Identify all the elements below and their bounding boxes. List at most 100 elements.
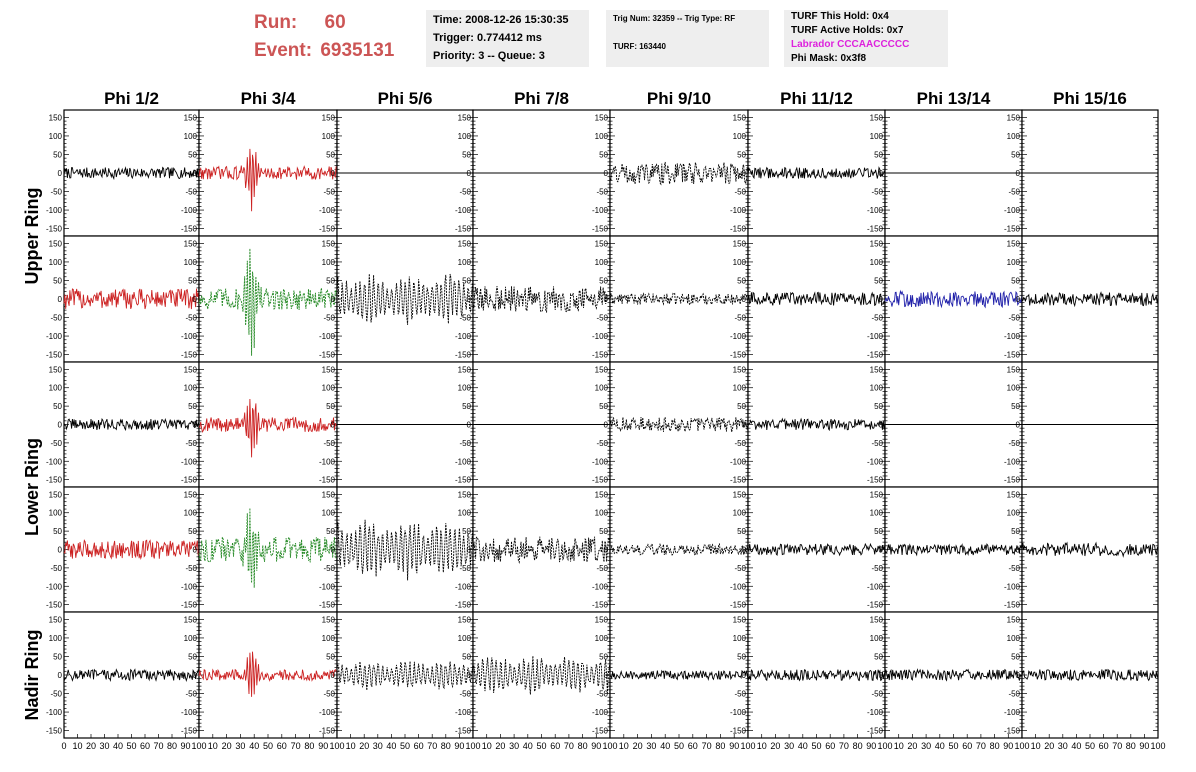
waveform-trace — [198, 148, 338, 212]
y-tick-label: 100 — [1007, 634, 1021, 643]
y-tick-label: -100 — [319, 457, 336, 466]
y-tick-label: 0 — [604, 169, 609, 178]
x-tick-label: 20 — [495, 741, 505, 751]
y-tick-label: 150 — [458, 490, 472, 499]
waveform-panel: -150 -100 -50 0 50 100 150 — [455, 361, 611, 488]
y-tick-label: 150 — [595, 615, 609, 624]
waveform-panel: -150 -100 -50 0 50 100 150 — [730, 235, 886, 363]
column-header: Phi 7/8 — [514, 89, 569, 108]
x-tick-label: 90 — [591, 741, 601, 751]
y-tick-label: 50 — [737, 276, 746, 285]
y-tick-label: 100 — [49, 258, 63, 267]
y-tick-label: -150 — [181, 351, 198, 360]
y-tick-label: 0 — [1016, 671, 1021, 680]
x-tick-label: 60 — [1099, 741, 1109, 751]
y-tick-label: -150 — [455, 351, 472, 360]
y-tick-label: -50 — [50, 690, 62, 699]
x-tick-label: 80 — [715, 741, 725, 751]
y-tick-label: 50 — [737, 652, 746, 661]
y-tick-label: 150 — [1007, 239, 1021, 248]
y-tick-label: 50 — [737, 150, 746, 159]
x-tick-label: 70 — [1112, 741, 1122, 751]
x-tick-label: 60 — [962, 741, 972, 751]
y-tick-label: 0 — [193, 295, 198, 304]
y-tick-label: -150 — [867, 727, 884, 736]
y-tick-label: 0 — [879, 671, 884, 680]
y-tick-label: 50 — [326, 150, 335, 159]
x-tick-label: 50 — [536, 741, 546, 751]
y-tick-label: -150 — [592, 476, 609, 485]
y-tick-label: 50 — [326, 402, 335, 411]
y-tick-label: -100 — [730, 582, 747, 591]
waveform-trace — [884, 289, 1023, 309]
y-tick-label: 100 — [458, 509, 472, 518]
waveform-panel: -150 -100 -50 0 50 100 150 — [455, 109, 611, 237]
y-tick-label: 50 — [599, 527, 608, 536]
x-tick-label: 60 — [688, 741, 698, 751]
y-tick-label: -100 — [592, 332, 609, 341]
y-tick-label: -50 — [871, 690, 883, 699]
waveform-panel: -150 -100 -50 0 50 100 150 — [592, 611, 749, 739]
y-tick-label: -150 — [1004, 601, 1021, 610]
waveform-panel: -150 -100 -50 0 50 100 150 — [592, 109, 749, 237]
y-tick-label: -50 — [185, 314, 197, 323]
x-tick-label: 10 — [894, 741, 904, 751]
y-tick-label: -100 — [730, 206, 747, 215]
y-tick-label: 0 — [879, 546, 884, 555]
y-tick-label: -50 — [1008, 690, 1020, 699]
y-tick-label: 0 — [1016, 169, 1021, 178]
y-tick-label: 50 — [326, 527, 335, 536]
x-tick-label: 40 — [249, 741, 259, 751]
x-tick-label: 10 — [208, 741, 218, 751]
y-tick-label: 50 — [53, 150, 62, 159]
x-tick-label: 90 — [318, 741, 328, 751]
x-tick-label: 80 — [990, 741, 1000, 751]
waveform-panel: -150 -100 -50 0 50 100 150 — [730, 486, 886, 613]
y-tick-label: 150 — [1007, 615, 1021, 624]
y-tick-label: -100 — [867, 457, 884, 466]
y-tick-label: 50 — [874, 652, 883, 661]
y-tick-label: 50 — [188, 652, 197, 661]
waveform-trace — [609, 161, 749, 186]
y-tick-label: -50 — [871, 188, 883, 197]
column-header: Phi 15/16 — [1053, 89, 1127, 108]
y-tick-label: -150 — [592, 601, 609, 610]
y-tick-label: 100 — [458, 384, 472, 393]
trig-num-text: Trig Num: 32359 -- Trig Type: RF — [613, 14, 736, 23]
labrador-text: Labrador CCCAACCCCC — [791, 39, 910, 50]
x-tick-label: 70 — [291, 741, 301, 751]
x-tick-label: 20 — [633, 741, 643, 751]
column-header: Phi 5/6 — [378, 89, 433, 108]
y-tick-label: -100 — [592, 708, 609, 717]
x-tick-label: 100 — [1150, 741, 1165, 751]
turf-active-text: TURF Active Holds: 0x7 — [791, 25, 904, 36]
x-tick-label: 50 — [674, 741, 684, 751]
y-tick-label: 150 — [1007, 365, 1021, 374]
y-tick-label: 100 — [733, 132, 747, 141]
y-tick-label: -50 — [459, 439, 471, 448]
row-label: Lower Ring — [22, 438, 42, 536]
y-tick-label: -150 — [867, 225, 884, 234]
run-value: 60 — [324, 12, 346, 33]
waveform-panel: -150 -100 -50 0 50 100 150 — [867, 235, 1023, 363]
waveform-trace — [1021, 291, 1159, 308]
y-tick-label: 150 — [870, 615, 884, 624]
y-tick-label: 150 — [458, 365, 472, 374]
panel-frame — [747, 361, 886, 488]
y-tick-label: 50 — [462, 150, 471, 159]
waveform-trace — [609, 669, 749, 682]
y-tick-label: 100 — [322, 384, 336, 393]
y-tick-label: 150 — [322, 113, 336, 122]
y-tick-label: 100 — [322, 132, 336, 141]
y-tick-label: 100 — [322, 509, 336, 518]
y-tick-label: 100 — [322, 634, 336, 643]
phi-mask-text: Phi Mask: 0x3f8 — [791, 53, 867, 64]
y-tick-label: -50 — [323, 690, 335, 699]
y-tick-label: 100 — [1007, 509, 1021, 518]
x-tick-label: 90 — [1003, 741, 1013, 751]
y-tick-label: -150 — [1004, 225, 1021, 234]
y-tick-label: 50 — [462, 527, 471, 536]
y-tick-label: 0 — [58, 421, 63, 430]
y-tick-label: 50 — [737, 527, 746, 536]
y-tick-label: -100 — [1004, 206, 1021, 215]
